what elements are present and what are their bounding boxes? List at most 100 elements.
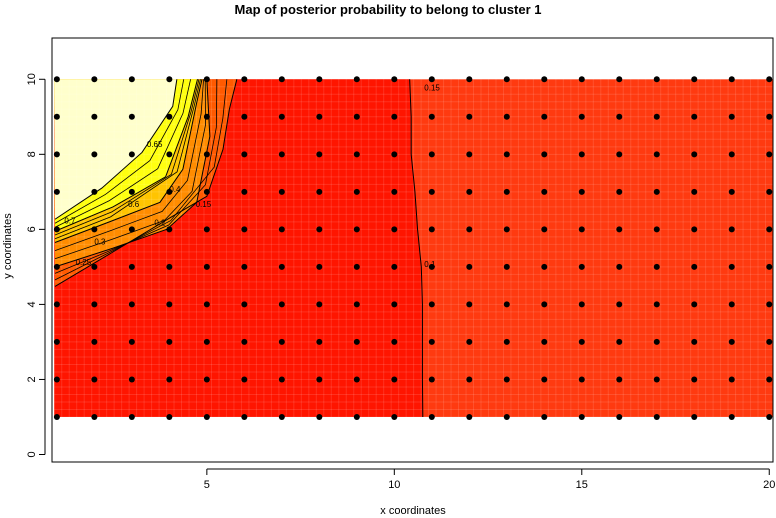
grid-point xyxy=(91,301,98,308)
grid-point xyxy=(241,188,248,195)
grid-point xyxy=(466,376,473,383)
grid-point xyxy=(466,226,473,233)
contour-line xyxy=(54,79,200,236)
grid-point xyxy=(728,413,735,420)
grid-point xyxy=(166,263,173,270)
grid-point xyxy=(128,76,135,83)
grid-point xyxy=(353,263,360,270)
grid-point xyxy=(203,376,210,383)
grid-point xyxy=(653,263,660,270)
y-tick-label: 0 xyxy=(26,451,38,457)
grid-point xyxy=(391,301,398,308)
grid-point xyxy=(128,151,135,158)
grid-point xyxy=(391,226,398,233)
grid-point xyxy=(616,76,623,83)
grid-point xyxy=(166,226,173,233)
x-tick-label: 10 xyxy=(388,479,400,491)
grid-point xyxy=(203,76,210,83)
grid-point xyxy=(766,413,773,420)
grid-point xyxy=(391,188,398,195)
grid-point xyxy=(578,226,585,233)
grid-point xyxy=(241,263,248,270)
grid-point xyxy=(128,226,135,233)
grid-point xyxy=(353,76,360,83)
contour-line-0.15 xyxy=(54,79,238,287)
grid-point xyxy=(91,226,98,233)
contour-label: 0.65 xyxy=(147,140,163,149)
grid-point xyxy=(53,301,60,308)
grid-point xyxy=(53,226,60,233)
grid-point xyxy=(353,376,360,383)
grid-point xyxy=(691,413,698,420)
grid-point xyxy=(391,376,398,383)
contour-label: 0.15 xyxy=(424,84,440,93)
grid-point xyxy=(503,188,510,195)
grid-point xyxy=(203,301,210,308)
grid-point xyxy=(466,301,473,308)
grid-point xyxy=(578,338,585,345)
grid-point xyxy=(128,376,135,383)
grid-point xyxy=(316,301,323,308)
grid-point xyxy=(691,226,698,233)
contour-label: 0.2 xyxy=(154,219,166,228)
grid-point xyxy=(128,413,135,420)
grid-point xyxy=(766,76,773,83)
grid-point xyxy=(578,413,585,420)
grid-point xyxy=(503,263,510,270)
grid-point xyxy=(653,151,660,158)
grid-point xyxy=(391,76,398,83)
grid-point xyxy=(616,113,623,120)
grid-point xyxy=(241,76,248,83)
grid-point xyxy=(316,151,323,158)
grid-point xyxy=(428,263,435,270)
grid-point xyxy=(766,113,773,120)
y-tick-label: 4 xyxy=(26,301,38,307)
grid-point xyxy=(766,301,773,308)
grid-point xyxy=(278,301,285,308)
grid-point xyxy=(653,376,660,383)
grid-point xyxy=(503,413,510,420)
grid-point xyxy=(353,113,360,120)
grid-point xyxy=(541,226,548,233)
grid-point xyxy=(391,413,398,420)
grid-point xyxy=(728,188,735,195)
grid-point xyxy=(91,76,98,83)
grid-point xyxy=(128,188,135,195)
grid-point xyxy=(203,263,210,270)
grid-point xyxy=(466,413,473,420)
grid-point xyxy=(541,188,548,195)
contour-line xyxy=(54,79,185,224)
grid-point xyxy=(91,113,98,120)
grid-point xyxy=(766,188,773,195)
grid-point xyxy=(578,376,585,383)
grid-point xyxy=(728,76,735,83)
grid-point xyxy=(241,413,248,420)
grid-point xyxy=(166,301,173,308)
grid-point xyxy=(428,226,435,233)
grid-point xyxy=(353,413,360,420)
grid-point xyxy=(691,76,698,83)
grid-point xyxy=(53,151,60,158)
grid-point xyxy=(691,151,698,158)
contour-line-0.65 xyxy=(54,79,178,220)
grid-point xyxy=(616,188,623,195)
grid-point xyxy=(241,113,248,120)
grid-point xyxy=(541,413,548,420)
grid-point xyxy=(278,413,285,420)
y-tick-label: 2 xyxy=(26,376,38,382)
grid-point xyxy=(203,226,210,233)
grid-point xyxy=(541,301,548,308)
grid-point xyxy=(503,113,510,120)
grid-point xyxy=(691,338,698,345)
chart-title: Map of posterior probability to belong t… xyxy=(234,2,542,17)
y-tick-label: 8 xyxy=(26,151,38,157)
grid-point xyxy=(53,338,60,345)
heat-region-0.65 xyxy=(54,79,177,220)
grid-point xyxy=(278,226,285,233)
grid-point xyxy=(503,301,510,308)
contour-label: 0.6 xyxy=(128,200,140,209)
grid-point xyxy=(166,188,173,195)
grid-point xyxy=(241,301,248,308)
grid-point xyxy=(241,151,248,158)
grid-point xyxy=(53,76,60,83)
